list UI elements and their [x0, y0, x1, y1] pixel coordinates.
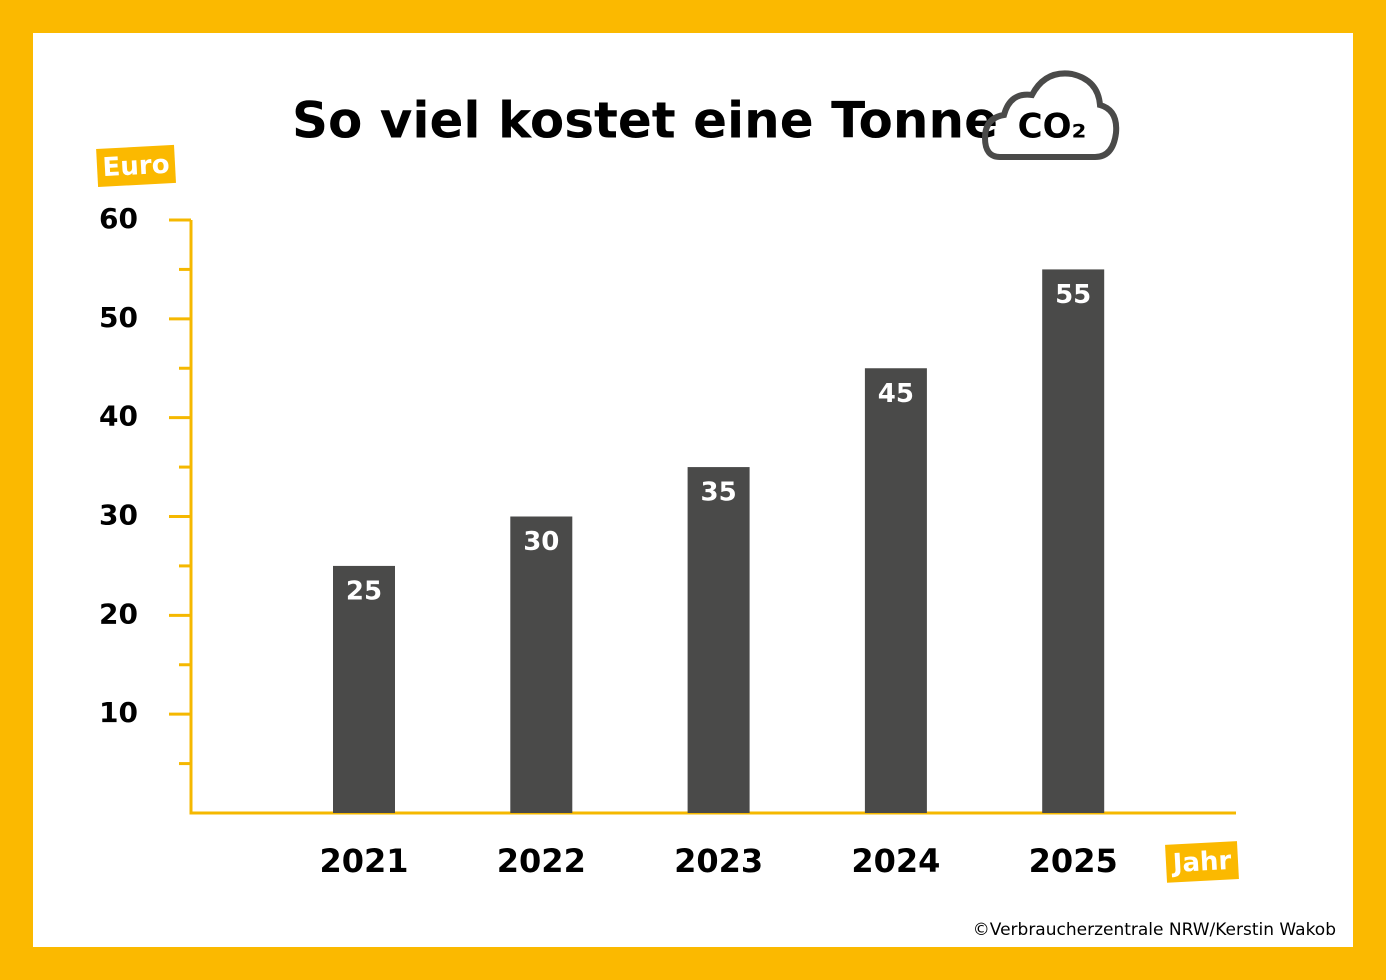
x-tick-label: 2022: [497, 842, 586, 880]
x-tick-label: 2024: [851, 842, 940, 880]
value-label: 35: [701, 478, 737, 508]
credit: ©Verbraucherzentrale NRW/Kerstin Wakob: [973, 920, 1336, 940]
x-tick-label: 2023: [674, 842, 763, 880]
y-tick-label: 40: [99, 400, 138, 433]
bar: [333, 565, 395, 813]
x-axis-label: Jahr: [1170, 846, 1232, 879]
bar: [1042, 269, 1105, 814]
y-tick-label: 50: [99, 301, 138, 334]
y-tick-label: 10: [99, 696, 138, 729]
value-label: 55: [1055, 280, 1091, 310]
tag-bg: [96, 144, 176, 187]
y-tick-label: 30: [99, 499, 138, 532]
y-axis-label: Euro: [102, 150, 170, 183]
x-tick-label: 2025: [1029, 842, 1118, 880]
value-label: 30: [523, 527, 559, 557]
cloud-icon: [981, 70, 1120, 160]
x-label-tag: Jahr: [1165, 841, 1239, 883]
chart-title: So viel kostet eine Tonne: [292, 92, 998, 150]
bar: [510, 516, 573, 813]
y-tick-label: 20: [99, 597, 138, 630]
x-tick-label: 2021: [319, 842, 408, 880]
y-label-tag: Euro: [96, 144, 176, 187]
value-label: 25: [346, 576, 382, 606]
bar: [864, 368, 927, 813]
icon-text: CO₂: [1018, 107, 1087, 147]
value-label: 45: [878, 379, 914, 409]
y-tick-label: 60: [99, 202, 138, 235]
bar: [687, 467, 750, 813]
tag-bg: [1165, 841, 1239, 883]
